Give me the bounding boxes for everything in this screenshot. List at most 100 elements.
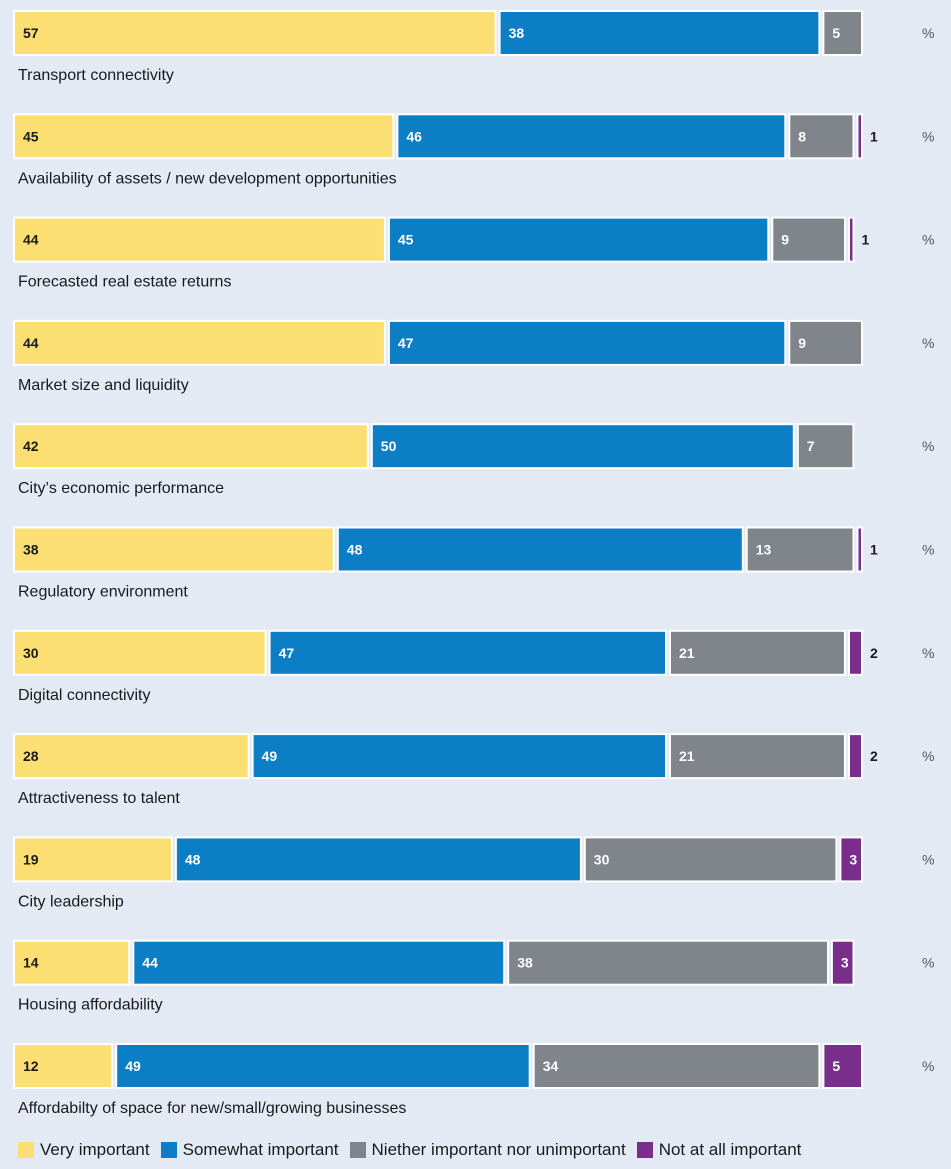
percent-unit-label: % — [922, 1058, 934, 1074]
bar-segment-somewhat-important — [336, 526, 744, 573]
category-label: City’s economic performance — [18, 480, 224, 497]
data-label-niether-important-nor-unimportant: 8 — [798, 128, 806, 144]
percent-unit-label: % — [922, 438, 934, 454]
bar-row-4: 44 47 9 % Market size and liquidity — [13, 319, 934, 394]
bar-segment-somewhat-important — [387, 319, 787, 366]
data-label-somewhat-important: 50 — [381, 438, 397, 454]
category-label: Transport connectivity — [18, 67, 174, 84]
bar-segment-not-at-all-important — [822, 1043, 864, 1089]
category-label: Digital connectivity — [18, 687, 151, 704]
percent-unit-label: % — [922, 955, 934, 971]
bar-row-5: 42 50 7 % City’s economic performance — [13, 423, 934, 497]
legend-label-not-at-all-important: Not at all important — [658, 1140, 802, 1159]
percent-unit-label: % — [922, 748, 934, 764]
bar-segment-not-at-all-important — [856, 526, 863, 573]
percent-unit-label: % — [922, 128, 934, 144]
bar-segment-niether-important-nor-unimportant — [822, 10, 864, 56]
data-label-somewhat-important: 46 — [406, 128, 422, 144]
legend-item-not-at-all-important: Not at all important — [636, 1140, 802, 1160]
data-label-somewhat-important: 48 — [185, 851, 201, 867]
bar-segment-somewhat-important — [498, 10, 821, 56]
bar-row-3: 44 45 9 1 % Forecasted real estate returns — [13, 216, 934, 291]
data-label-somewhat-important: 38 — [509, 25, 525, 41]
bar-segment-niether-important-nor-unimportant — [669, 629, 846, 676]
data-label-niether-important-nor-unimportant: 13 — [756, 542, 772, 558]
data-label-niether-important-nor-unimportant: 30 — [594, 851, 610, 867]
bar-segment-very-important — [13, 1043, 114, 1089]
legend-swatch-neither — [349, 1142, 366, 1158]
bar-row-9: 19 48 30 3 % City leadership — [13, 836, 934, 910]
legend-item-somewhat-important: Somewhat important — [160, 1140, 339, 1160]
category-label: Regulatory environment — [18, 584, 188, 601]
bar-segment-niether-important-nor-unimportant — [532, 1043, 821, 1089]
bar-segment-niether-important-nor-unimportant — [788, 319, 863, 366]
data-label-niether-important-nor-unimportant: 21 — [679, 748, 695, 764]
percent-unit-label: % — [922, 335, 934, 351]
data-label-somewhat-important: 49 — [262, 748, 278, 764]
legend-label-neither: Niether important nor unimportant — [371, 1140, 626, 1159]
percent-unit-label: % — [922, 851, 934, 867]
percent-unit-label: % — [922, 542, 934, 558]
legend-swatch-somewhat-important — [160, 1142, 177, 1158]
bar-segment-very-important — [13, 939, 131, 986]
data-label-not-at-all-important: 3 — [849, 851, 857, 867]
bar-segment-not-at-all-important — [830, 939, 855, 986]
data-label-niether-important-nor-unimportant: 5 — [832, 25, 840, 41]
bar-row-1: 57 38 5 % Transport connectivity — [13, 10, 934, 84]
data-label-niether-important-nor-unimportant: 9 — [798, 335, 806, 351]
data-label-very-important: 38 — [23, 542, 39, 558]
legend: Very important Somewhat important Niethe… — [18, 1138, 812, 1162]
legend-item-very-important: Very important — [18, 1140, 150, 1160]
bar-row-2: 45 46 8 1 % Availability of assets / new deve… — [13, 113, 934, 187]
category-label: Affordabilty of space for new/small/grow… — [18, 1100, 406, 1117]
data-label-very-important: 14 — [23, 955, 39, 971]
legend-swatch-very-important — [18, 1142, 34, 1158]
bar-segment-very-important — [13, 733, 250, 780]
data-label-not-at-all-important: 2 — [870, 645, 878, 661]
bar-segment-somewhat-important — [132, 939, 506, 986]
data-label-very-important: 12 — [23, 1058, 39, 1074]
bar-segment-niether-important-nor-unimportant — [583, 836, 838, 883]
data-label-not-at-all-important: 1 — [862, 232, 870, 248]
percent-unit-label: % — [922, 232, 934, 248]
data-label-not-at-all-important: 3 — [841, 955, 849, 971]
data-label-very-important: 19 — [23, 851, 39, 867]
bar-row-8: 28 49 21 2 % Attractiveness to talent — [13, 733, 934, 807]
data-label-very-important: 45 — [23, 128, 39, 144]
data-label-not-at-all-important: 2 — [870, 748, 878, 764]
data-label-niether-important-nor-unimportant: 38 — [517, 955, 533, 971]
bar-segment-very-important — [13, 216, 386, 263]
bar-segment-not-at-all-important — [848, 216, 855, 263]
data-label-niether-important-nor-unimportant: 21 — [679, 645, 695, 661]
legend-label-very-important: Very important — [40, 1140, 150, 1159]
data-label-very-important: 44 — [23, 232, 39, 248]
bar-segment-very-important — [13, 423, 369, 470]
category-label: Attractiveness to talent — [18, 790, 180, 807]
bar-segment-niether-important-nor-unimportant — [788, 113, 855, 160]
data-label-niether-important-nor-unimportant: 34 — [543, 1058, 559, 1074]
data-label-somewhat-important: 44 — [142, 955, 158, 971]
data-label-very-important: 57 — [23, 25, 39, 41]
data-label-not-at-all-important: 5 — [832, 1058, 840, 1074]
category-label: Availability of assets / new development… — [18, 170, 397, 187]
legend-item-neither: Niether important nor unimportant — [349, 1140, 626, 1160]
data-label-somewhat-important: 47 — [279, 645, 295, 661]
bar-row-10: 14 44 38 3 % Housing affordability — [13, 939, 934, 1014]
category-label: Forecasted real estate returns — [18, 274, 231, 291]
bar-segment-somewhat-important — [370, 423, 795, 470]
data-label-very-important: 28 — [23, 748, 39, 764]
data-label-somewhat-important: 49 — [125, 1058, 141, 1074]
data-label-niether-important-nor-unimportant: 9 — [781, 232, 789, 248]
category-label: Market size and liquidity — [18, 377, 189, 394]
percent-unit-label: % — [922, 25, 934, 41]
bar-segment-niether-important-nor-unimportant — [669, 733, 846, 780]
data-label-somewhat-important: 45 — [398, 232, 414, 248]
bar-segment-very-important — [13, 113, 395, 160]
data-label-very-important: 44 — [23, 335, 39, 351]
percent-unit-label: % — [922, 645, 934, 661]
data-label-niether-important-nor-unimportant: 7 — [807, 438, 815, 454]
bar-row-7: 30 47 21 2 % Digital connectivity — [13, 629, 934, 704]
bar-segment-not-at-all-important — [848, 629, 863, 676]
legend-swatch-not-at-all-important — [636, 1142, 653, 1158]
